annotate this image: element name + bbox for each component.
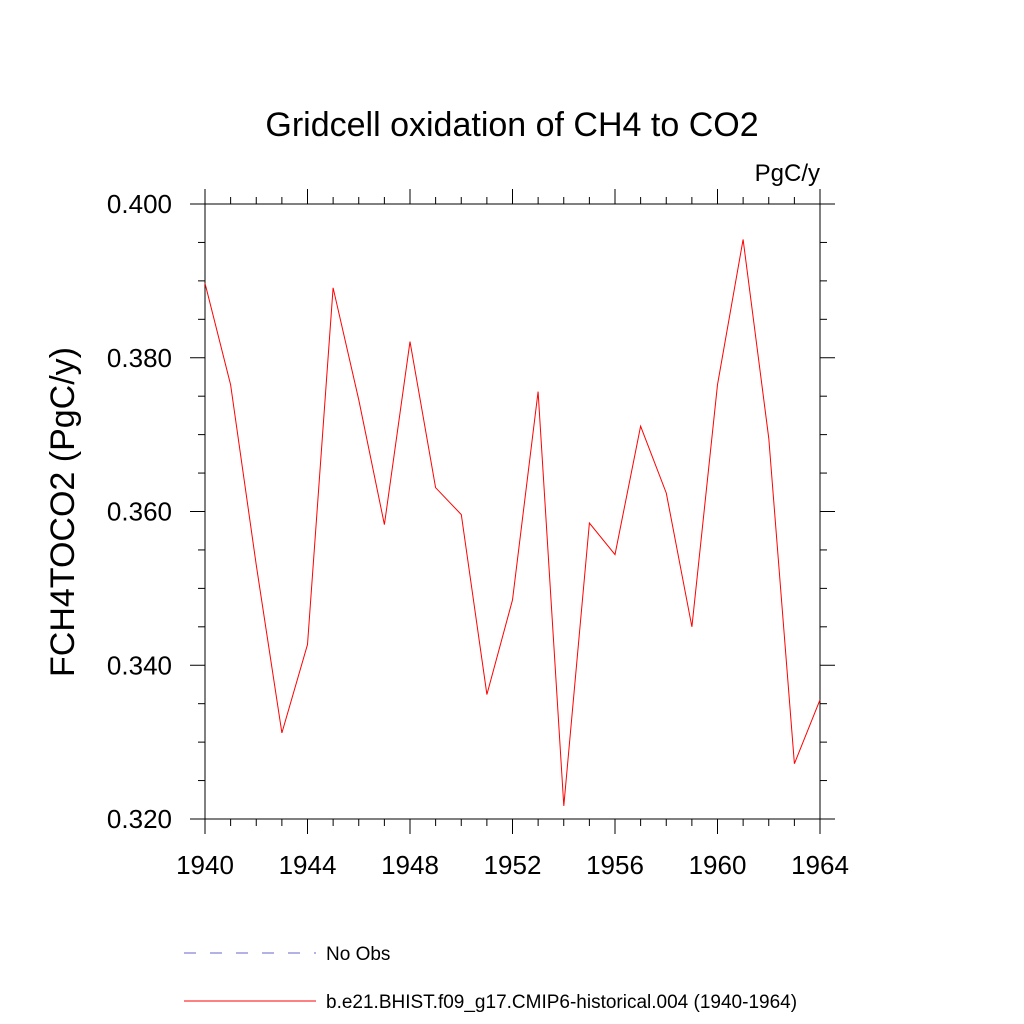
legend: No Obs b.e21.BHIST.f09_g17.CMIP6-histori… — [184, 944, 797, 1013]
series-line-historical — [204, 239, 821, 806]
y-axis-label: FCH4TOCO2 (PgC/y) — [44, 347, 82, 677]
plot-frame — [204, 203, 821, 820]
x-tick-label: 1960 — [689, 850, 747, 880]
y-tick-label: 0.380 — [107, 343, 172, 373]
legend-historical-label: b.e21.BHIST.f09_g17.CMIP6-historical.004… — [326, 992, 797, 1013]
plot-axes — [204, 203, 821, 820]
x-tick-label: 1948 — [381, 850, 439, 880]
y-tick-label: 0.320 — [107, 804, 172, 834]
x-tick-label: 1940 — [176, 850, 234, 880]
x-tick-label: 1952 — [484, 850, 542, 880]
x-tick-label: 1956 — [586, 850, 644, 880]
x-tick-label: 1964 — [791, 850, 849, 880]
legend-no-obs-label: No Obs — [326, 944, 390, 965]
y-tick-label: 0.340 — [107, 650, 172, 680]
data-series — [204, 239, 821, 806]
chart-title: Gridcell oxidation of CH4 to CO2 — [265, 106, 758, 144]
axis-ticks: 1940 1944 1948 1952 1956 1960 1964 0.320 0.340 0.… — [107, 189, 849, 880]
units-label: PgC/y — [755, 160, 820, 187]
y-tick-label: 0.360 — [107, 497, 172, 527]
x-tick-label: 1944 — [279, 850, 337, 880]
y-tick-label: 0.400 — [107, 189, 172, 219]
